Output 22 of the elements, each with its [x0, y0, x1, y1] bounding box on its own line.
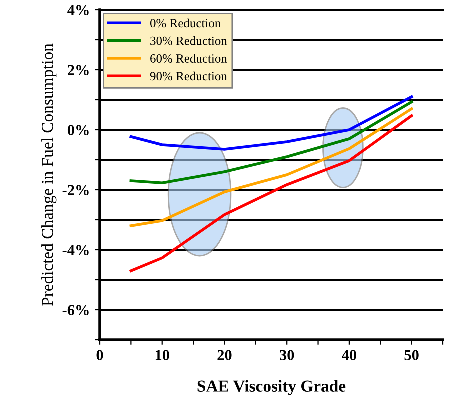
y-tick-label: 4% [68, 5, 89, 16]
y-tick-label: -2% [62, 185, 89, 196]
x-tick-label: 0 [96, 350, 104, 360]
y-tick-label: 0% [68, 125, 89, 136]
x-tick-label: 20 [218, 350, 232, 360]
line-series [130, 100, 414, 184]
x-tick-label: 40 [342, 350, 357, 360]
x-tick-label: 30 [280, 350, 294, 360]
legend-label: 30% Reduction [150, 36, 228, 46]
x-axis-title: SAE Viscosity Grade [198, 380, 346, 396]
x-tick-label: 10 [156, 350, 170, 360]
legend-label: 90% Reduction [150, 72, 228, 81]
legend-label: 60% Reduction [150, 54, 228, 63]
x-tick-label: 50 [404, 350, 419, 360]
line-series [130, 108, 414, 228]
line-series [130, 96, 414, 151]
y-axis-title: Predicted Change in Fuel Consumption [42, 44, 57, 306]
y-tick-label: -6% [62, 305, 89, 316]
y-tick-label: 2% [68, 65, 89, 76]
legend-label: 0% Reduction [150, 18, 221, 28]
line-series [130, 114, 414, 272]
y-tick-label: -4% [62, 245, 89, 256]
